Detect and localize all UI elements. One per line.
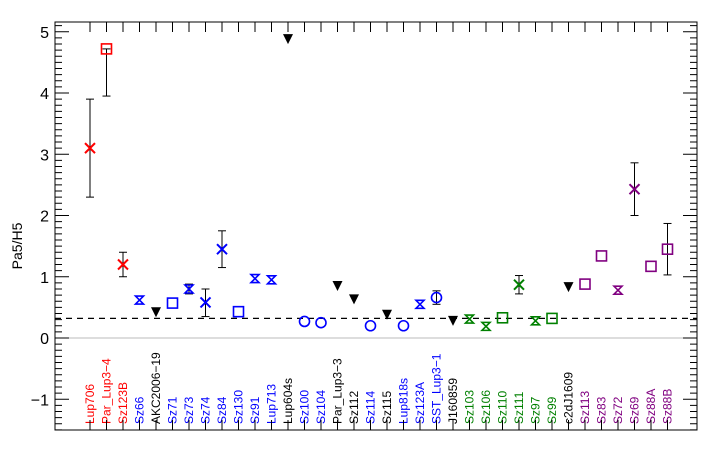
marker-triangle-down: [349, 294, 359, 305]
marker-x: [216, 243, 228, 255]
marker-x: [199, 296, 212, 309]
marker-triangle-down: [448, 315, 458, 326]
plot-frame: [54, 21, 698, 431]
marker-circle: [430, 291, 443, 304]
category-label: Lup713: [265, 384, 279, 424]
marker-triangle-down: [283, 34, 293, 45]
category-label: Lup818s: [397, 378, 411, 424]
marker-circle: [298, 315, 311, 328]
category-label: Sz106: [479, 390, 493, 424]
data-markers: [84, 34, 674, 332]
category-label: Par_Lup3−3: [331, 358, 345, 424]
marker-hourglass: [612, 285, 624, 296]
y-tick-label: −1: [31, 392, 49, 409]
marker-hourglass: [265, 275, 278, 285]
y-axis-label: Pa5/H5: [9, 222, 25, 269]
category-label: Sz71: [166, 396, 180, 424]
category-label: Sz104: [314, 390, 328, 424]
category-label: Sz97: [529, 396, 543, 424]
marker-hourglass: [183, 284, 195, 294]
marker-x: [513, 279, 525, 291]
category-label: Sz88A: [644, 389, 658, 424]
category-label: Sz112: [347, 391, 361, 424]
marker-square: [579, 278, 591, 290]
category-label: Sz99: [545, 396, 559, 424]
category-label: Sz103: [463, 390, 477, 424]
marker-hourglass: [249, 273, 261, 284]
category-label: Sz88B: [661, 389, 675, 424]
y-tick-label: 4: [40, 86, 49, 103]
error-bars: [86, 48, 672, 318]
marker-x: [117, 258, 129, 271]
category-label: Sz130: [232, 390, 246, 424]
marker-hourglass: [463, 314, 476, 324]
category-label: c2dJ1609: [562, 372, 576, 424]
marker-square: [496, 311, 509, 324]
category-label: Sz74: [199, 396, 213, 424]
category-label: Sz115: [380, 391, 394, 424]
category-label: J160859: [446, 378, 460, 424]
category-labels: Lup706 Par_Lup3−4 Sz123B Sz66 AKC2006−19 Sz71…: [83, 352, 675, 424]
marker-hourglass: [133, 295, 146, 305]
marker-square: [661, 243, 674, 255]
marker-x: [628, 183, 641, 195]
marker-square: [100, 43, 113, 55]
category-label: Sz114: [364, 391, 378, 424]
category-label: AKC2006−19: [149, 352, 163, 424]
category-label: Sz83: [595, 396, 609, 424]
category-label: Sz66: [133, 396, 147, 424]
category-label: Sz72: [611, 396, 625, 424]
marker-square: [232, 305, 245, 318]
marker-hourglass: [529, 316, 542, 326]
marker-circle: [315, 316, 327, 329]
y-tick-label: 5: [40, 25, 49, 42]
category-label: Sz100: [298, 390, 312, 424]
category-label: Sz113: [578, 391, 592, 424]
category-label: Sz111: [512, 391, 526, 424]
marker-triangle-down: [382, 309, 392, 320]
category-label: Sz123A: [413, 382, 427, 424]
category-label: Sz73: [182, 396, 196, 424]
category-label: Sz110: [496, 391, 510, 424]
category-label: Lup604s: [281, 378, 295, 424]
marker-square: [546, 312, 558, 325]
marker-triangle-down: [151, 307, 161, 318]
y-tick-label: 1: [40, 270, 49, 287]
marker-square: [166, 297, 179, 309]
y-tick-label: 3: [40, 147, 49, 164]
marker-circle: [364, 319, 377, 332]
marker-square: [645, 260, 657, 273]
y-tick-label: 2: [40, 209, 49, 226]
marker-triangle-down: [332, 280, 343, 291]
category-label: Sz91: [248, 396, 262, 424]
y-tick-label: 0: [40, 331, 49, 348]
category-label: Sz84: [215, 396, 229, 424]
category-label: Sz123B: [116, 382, 130, 424]
marker-x: [84, 142, 96, 154]
category-label: Par_Lup3−4: [100, 358, 114, 424]
marker-triangle-down: [563, 282, 574, 293]
marker-circle: [397, 319, 410, 332]
reference-lines: [55, 317, 697, 339]
marker-square: [595, 250, 608, 262]
category-label: Sz69: [628, 396, 642, 424]
category-label: SST_Lup3−1: [430, 353, 444, 424]
marker-hourglass: [414, 299, 426, 310]
category-label: Lup706: [83, 384, 97, 424]
marker-hourglass: [480, 321, 492, 332]
axes: −1 0 1 2 3 4 5: [31, 21, 698, 431]
